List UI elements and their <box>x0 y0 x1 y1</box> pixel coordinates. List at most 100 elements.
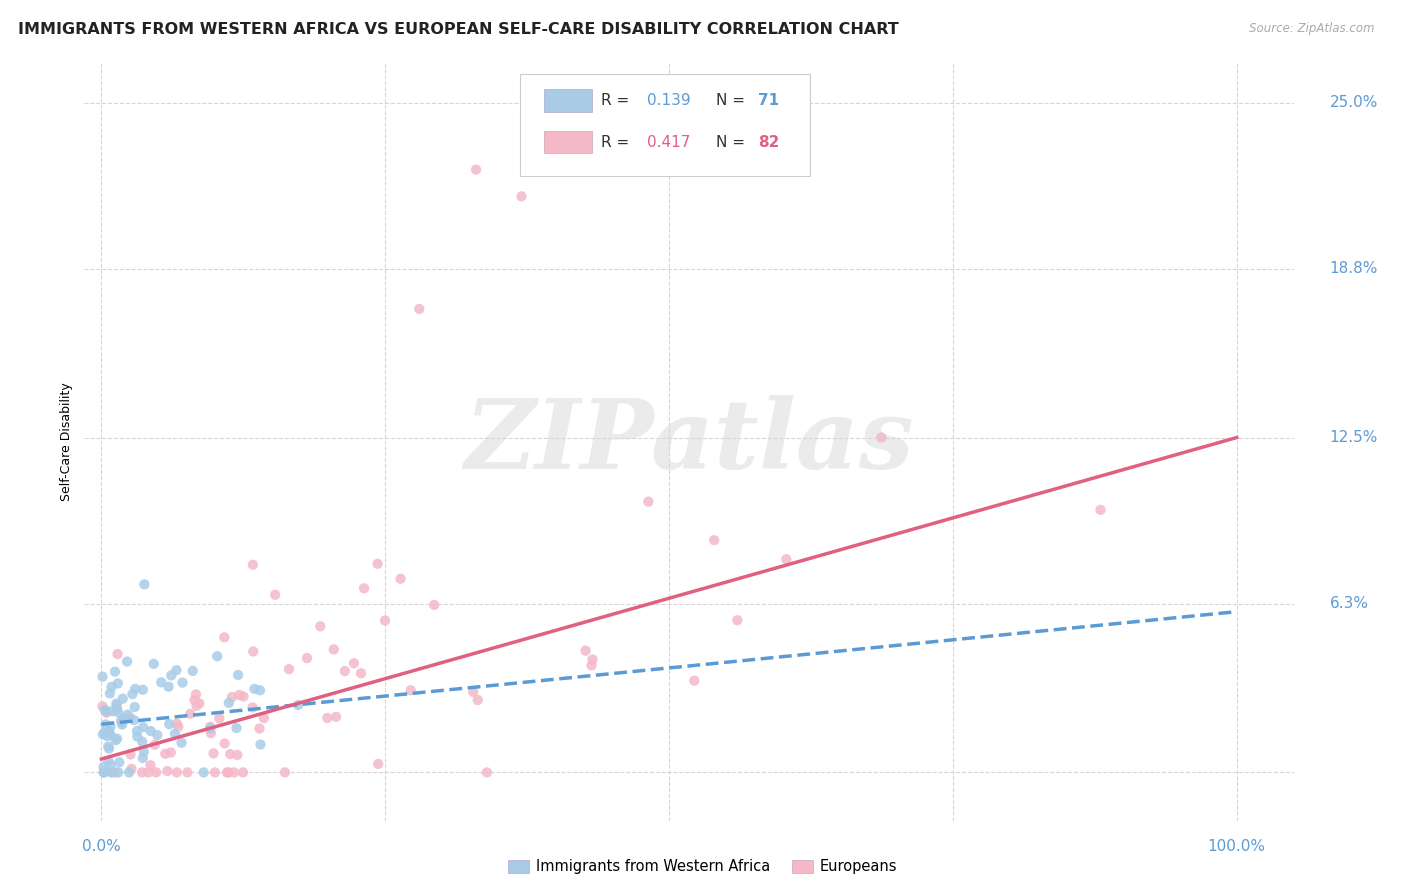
Point <box>242 558 264 572</box>
Point <box>295 651 318 665</box>
Point <box>132 751 155 765</box>
Point <box>132 745 155 759</box>
Point <box>112 711 135 725</box>
Point <box>574 643 596 657</box>
Point <box>98 741 121 756</box>
Point <box>157 680 180 694</box>
Point <box>215 765 238 780</box>
Point <box>467 693 489 707</box>
Point <box>316 711 339 725</box>
Point <box>205 649 228 664</box>
Point <box>389 572 412 586</box>
Point <box>124 681 146 696</box>
Point <box>98 686 121 700</box>
Point <box>172 675 194 690</box>
Point <box>111 717 134 731</box>
Point <box>264 588 287 602</box>
Point <box>131 734 153 748</box>
Point <box>108 756 131 770</box>
Point <box>101 704 124 718</box>
Text: ZIPatlas: ZIPatlas <box>464 394 914 489</box>
Point <box>228 688 250 702</box>
Point <box>94 704 117 718</box>
Point <box>243 681 266 696</box>
Point <box>105 702 128 716</box>
Point <box>93 725 115 739</box>
Point <box>183 693 205 707</box>
Text: 6.3%: 6.3% <box>1330 596 1369 611</box>
Point <box>325 710 347 724</box>
Point <box>775 552 797 566</box>
Point <box>581 652 603 666</box>
Point <box>163 727 186 741</box>
Point <box>287 698 309 712</box>
Point <box>242 644 264 658</box>
Point <box>166 765 188 780</box>
Point <box>870 430 893 444</box>
Point <box>200 726 222 740</box>
Text: Source: ZipAtlas.com: Source: ZipAtlas.com <box>1250 22 1375 36</box>
Point <box>150 675 173 690</box>
Point <box>139 724 162 739</box>
Point <box>134 577 156 591</box>
Point <box>202 747 225 761</box>
FancyBboxPatch shape <box>544 130 592 153</box>
Point <box>222 765 245 780</box>
Point <box>232 690 254 704</box>
Point <box>93 760 115 774</box>
Point <box>343 657 366 671</box>
Point <box>249 683 271 698</box>
Point <box>118 765 141 780</box>
Point <box>120 711 142 725</box>
Point <box>367 756 389 771</box>
Point <box>100 765 122 780</box>
Point <box>188 697 211 711</box>
Point <box>167 720 190 734</box>
Point <box>683 673 706 688</box>
Point <box>122 713 145 727</box>
Point <box>253 711 276 725</box>
Point <box>214 736 236 750</box>
Point <box>475 765 498 780</box>
Point <box>121 687 143 701</box>
Point <box>226 668 249 682</box>
Point <box>725 613 748 627</box>
Point <box>104 765 127 780</box>
Point <box>101 765 124 780</box>
Point <box>703 533 725 548</box>
Text: R =: R = <box>600 135 634 150</box>
Point <box>100 719 122 733</box>
Point <box>91 670 114 684</box>
Point <box>333 664 356 678</box>
Point <box>93 765 115 780</box>
Point <box>91 727 114 741</box>
Point <box>110 714 132 728</box>
Point <box>226 747 249 762</box>
Point <box>160 746 183 760</box>
Point <box>322 642 344 657</box>
Text: 71: 71 <box>758 93 779 108</box>
Point <box>179 706 201 721</box>
Point <box>105 698 128 713</box>
Point <box>120 747 142 762</box>
Point <box>94 703 117 717</box>
Point <box>219 747 242 761</box>
Point <box>107 647 129 661</box>
Point <box>157 717 180 731</box>
Point <box>374 614 396 628</box>
Point <box>423 598 446 612</box>
Point <box>136 765 159 780</box>
Point <box>146 728 169 742</box>
Point <box>184 687 207 701</box>
Point <box>117 707 139 722</box>
FancyBboxPatch shape <box>544 89 592 112</box>
Point <box>277 662 299 676</box>
Point <box>115 655 138 669</box>
Point <box>170 736 193 750</box>
Point <box>100 680 122 694</box>
Point <box>463 685 485 699</box>
Point <box>204 765 226 780</box>
Point <box>100 758 122 772</box>
Point <box>121 762 143 776</box>
Point <box>353 582 375 596</box>
